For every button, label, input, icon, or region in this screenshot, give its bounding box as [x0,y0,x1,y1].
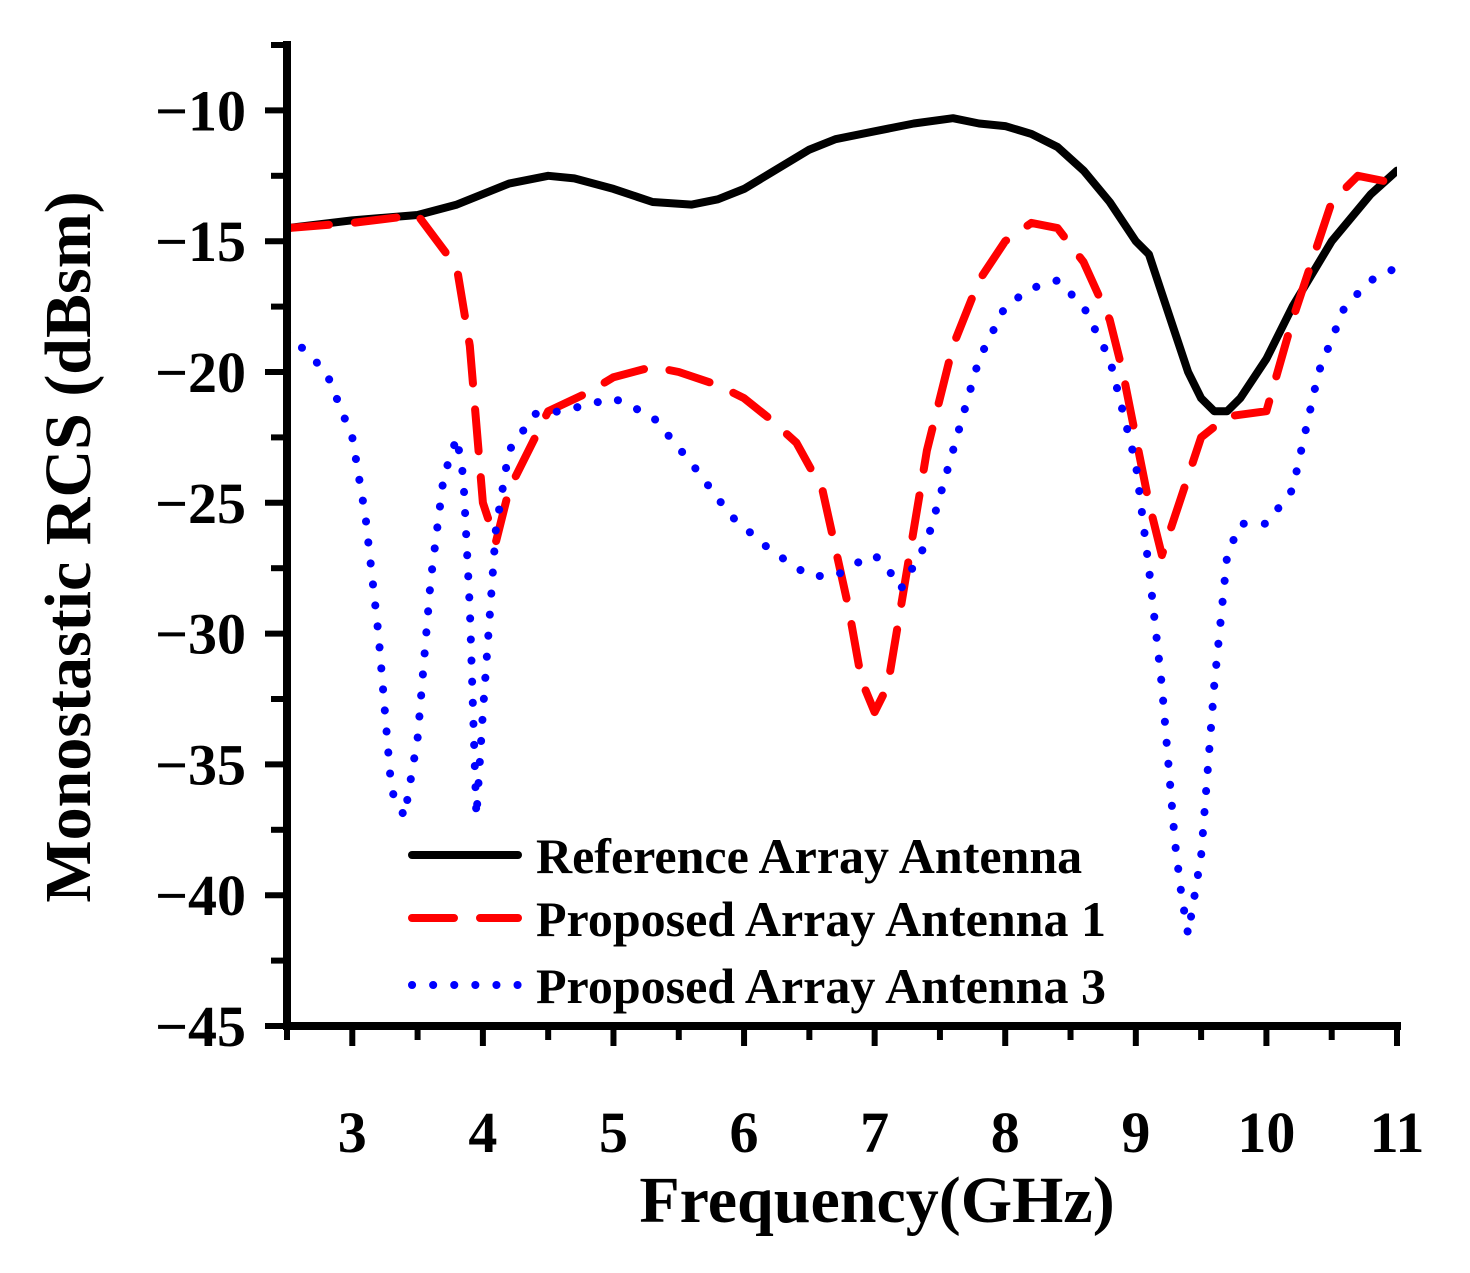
x-tick-label: 10 [1237,1100,1295,1165]
x-tick-labels: 3 4 5 6 7 8 9 10 11 [338,1100,1425,1165]
y-axis-title: Monostastic RCS (dBsm) [32,191,105,902]
y-tick-labels: −10 −15 −20 −25 −30 −35 −40 −45 [155,78,246,1059]
x-tick-label: 4 [468,1100,497,1165]
y-tick-label: −15 [155,209,246,274]
y-tick-label: −30 [155,602,246,667]
legend: Reference Array Antenna Proposed Array An… [408,828,1106,1014]
y-tick-label: −10 [155,78,246,143]
y-tick-label: −25 [155,471,246,536]
y-tick-label: −35 [155,732,246,797]
series-line-1 [287,114,1397,416]
y-tick-label: −40 [155,863,246,928]
legend-label-3: Proposed Array Antenna 3 [536,958,1106,1014]
x-tick-label: 5 [599,1100,628,1165]
y-tick-label: −45 [155,994,246,1059]
x-tick-label: 11 [1370,1100,1425,1165]
x-tick-label: 8 [991,1100,1020,1165]
tick-marks [265,42,1400,1046]
x-tick-label: 7 [860,1100,889,1165]
legend-label-1: Reference Array Antenna [536,828,1082,884]
x-tick-label: 9 [1121,1100,1150,1165]
x-tick-label: 6 [730,1100,759,1165]
x-tick-label: 3 [338,1100,367,1165]
y-tick-label: −20 [155,340,246,405]
x-axis-title: Frequency(GHz) [639,1164,1114,1237]
axes [283,41,1401,1030]
series-line-2 [287,171,1397,717]
legend-label-2: Proposed Array Antenna 1 [536,891,1106,947]
series-layer [287,114,1397,939]
